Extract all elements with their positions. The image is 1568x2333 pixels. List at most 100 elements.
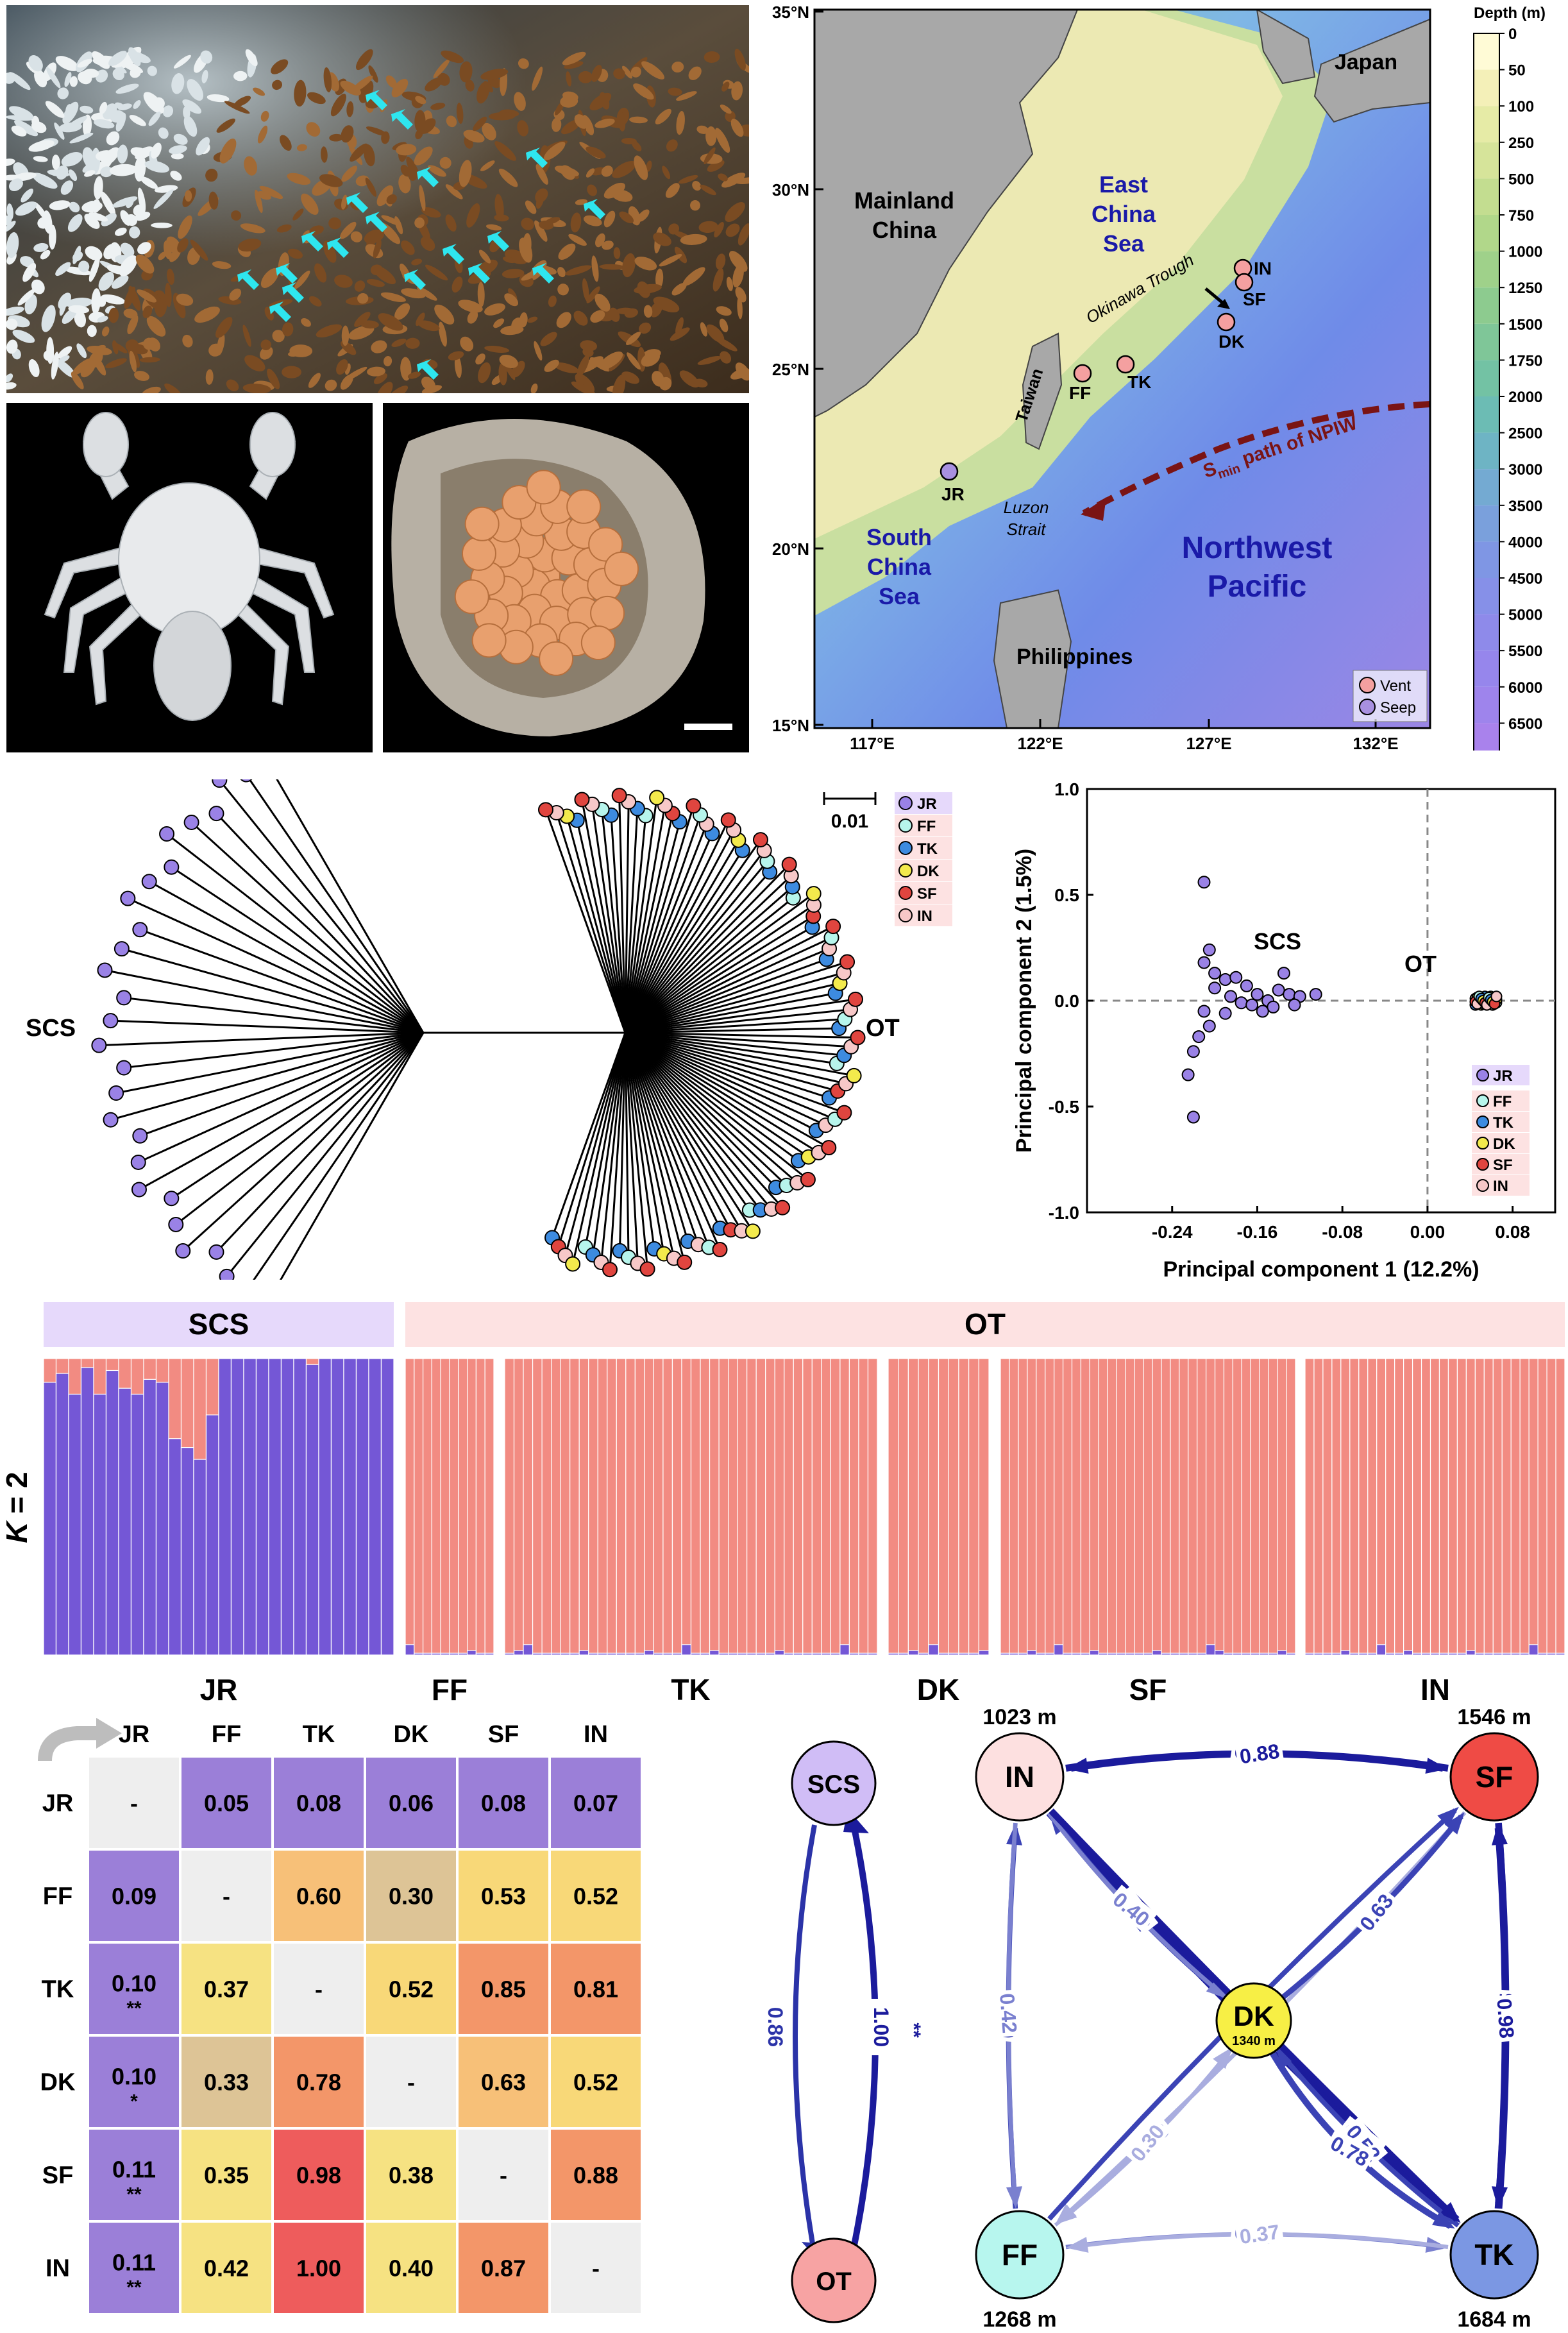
mussel-shape: [599, 352, 623, 370]
mussel-shape: [504, 293, 519, 307]
arrow-icon: [584, 199, 605, 219]
mussel-shape: [92, 51, 110, 69]
structure-bar: [709, 1358, 720, 1656]
pca-ytick: 1.0: [1054, 779, 1079, 799]
legend-dot-sf: [898, 886, 913, 900]
mussel-shape: [272, 330, 285, 343]
pca-ytick: 0.0: [1054, 991, 1079, 1011]
site-marker-tk: [1116, 355, 1135, 374]
mussel-shape: [129, 115, 146, 126]
mussel-shape: [675, 317, 684, 335]
site-label-jr: JR: [941, 484, 965, 504]
mussel-shape: [55, 56, 79, 71]
map-lat-label: 15°N: [772, 716, 809, 735]
mussel-shape: [706, 324, 725, 343]
structure-bar: [440, 1358, 450, 1656]
mussel-shape: [125, 339, 139, 352]
structure-bar: [1197, 1358, 1207, 1656]
structure-bar: [793, 1358, 804, 1656]
mussel-shape: [307, 92, 326, 105]
mussel-shape: [386, 194, 397, 205]
structure-bar: [1483, 1358, 1494, 1656]
mussel-shape: [17, 289, 36, 306]
node-label-sf: SF: [1476, 1760, 1513, 1794]
structure-bar: [1394, 1358, 1404, 1656]
pca-label-ot: OT: [1404, 951, 1437, 977]
pca-legend-dot-dk: [1476, 1137, 1489, 1150]
mussel-shape: [621, 137, 637, 144]
node-scs: [791, 1740, 877, 1826]
mussel-shape: [679, 370, 700, 388]
tree-tip-jr: [91, 1037, 107, 1053]
site-label-dk: DK: [1218, 332, 1244, 352]
mussel-shape: [478, 362, 491, 384]
mussel-shape: [445, 214, 457, 232]
mussel-shape: [376, 382, 393, 393]
mussel-shape: [712, 267, 724, 292]
mussel-shape: [287, 248, 303, 259]
structure-bar: [1098, 1358, 1108, 1656]
mussel-shape: [137, 242, 151, 255]
structure-bar: [1474, 1358, 1485, 1656]
structure-bar: [414, 1358, 424, 1656]
mussel-shape: [147, 65, 157, 76]
structure-bar: [978, 1358, 990, 1656]
structure-bar: [784, 1358, 794, 1656]
mussel-shape: [272, 80, 283, 90]
mussel-shape: [700, 185, 716, 196]
pca-point-jr: [1256, 1005, 1269, 1018]
legend-dot-jr: [898, 796, 913, 810]
tree-tip-sf: [821, 1140, 837, 1156]
mussel-shape: [244, 355, 266, 371]
structure-bar: [634, 1358, 645, 1656]
structure-bar: [774, 1358, 785, 1656]
structure-bar: [1134, 1358, 1144, 1656]
mussel-shape: [245, 49, 258, 67]
mussel-shape: [364, 229, 385, 244]
tree-legend-ff: FF: [917, 818, 936, 835]
arrow-icon: [346, 192, 368, 213]
map-lon-label: 132°E: [1353, 734, 1398, 751]
mussel-shape: [354, 280, 366, 292]
site-label-in: IN: [1254, 259, 1272, 278]
mussel-shape: [207, 94, 230, 103]
arrow-icon: [417, 359, 439, 380]
mussel-shape: [77, 58, 93, 68]
tree-tip-jr: [97, 962, 113, 978]
matrix-value: 0.85: [481, 1976, 526, 2003]
matrix-cell: [87, 1755, 181, 1851]
structure-bar: [532, 1358, 543, 1656]
structure-bar: [1000, 1358, 1010, 1656]
matrix-cell: [271, 2220, 366, 2316]
pca-point-jr: [1218, 1006, 1232, 1020]
mussel-shape: [74, 310, 87, 328]
structure-bar: [569, 1358, 580, 1656]
mussel-shape: [613, 247, 621, 259]
matrix-significance: *: [130, 2091, 138, 2112]
mussel-shape: [385, 75, 397, 89]
mussel-shape: [217, 333, 225, 356]
mussel-shape: [582, 278, 589, 301]
site-migration-network: 0.870.880.381.000.520.400.530.630.850.98…: [975, 1705, 1539, 2332]
network-panel: 0.870.880.381.000.520.400.530.630.850.98…: [968, 1705, 1568, 2332]
structure-bar: [1519, 1358, 1530, 1656]
depth-tick: 50: [1508, 62, 1526, 80]
mussel-shape: [341, 125, 354, 143]
mussel-shape: [535, 192, 544, 209]
tree-tip-jr: [108, 1085, 124, 1101]
mussel-shape: [394, 303, 410, 320]
mussel-shape: [267, 368, 280, 389]
mussel-shape: [544, 359, 559, 372]
mussel-shape: [357, 293, 369, 304]
mussel-shape: [573, 310, 588, 326]
mussel-shape: [215, 317, 233, 338]
pca-legend-dot-sf: [1476, 1158, 1489, 1171]
arrow-icon: [487, 231, 509, 251]
site-label-tk: TK: [1127, 372, 1151, 392]
mussel-shape: [200, 50, 213, 64]
pca-legend-ff: FF: [1493, 1093, 1512, 1110]
arrow-icon: [301, 231, 323, 251]
structure-bar: [1546, 1358, 1556, 1656]
mussel-shape: [373, 239, 382, 259]
pca-xtick: -0.08: [1322, 1222, 1363, 1242]
